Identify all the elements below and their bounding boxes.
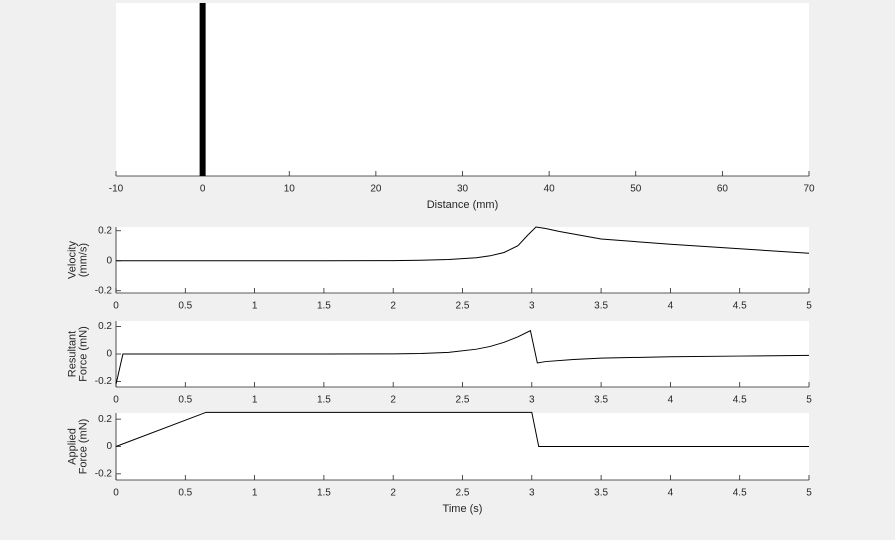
x-tick-label: 5: [806, 301, 812, 312]
x-tick-label: 3.5: [594, 488, 608, 499]
data-line: [115, 329, 810, 385]
y-tick-label: 0.2: [98, 321, 112, 332]
y-axis-label-line: Applied: [66, 428, 78, 465]
x-tick-label: 20: [370, 184, 382, 195]
x-tick-label: 2: [390, 301, 396, 312]
axes-background: [116, 3, 809, 176]
axes-background: [116, 227, 809, 293]
y-tick-label: -0.2: [95, 285, 113, 296]
y-tick-label: 0.2: [98, 414, 112, 425]
x-tick-label: 1: [252, 488, 258, 499]
y-axis-label-line: Velocity: [66, 241, 78, 279]
x-tick-label: 30: [457, 184, 469, 195]
x-tick-label: 4: [668, 301, 674, 312]
x-tick-label: 1.5: [317, 395, 331, 406]
y-tick-label: 0: [106, 349, 112, 360]
x-tick-label: 0.5: [178, 395, 192, 406]
x-tick-label: 1: [252, 395, 258, 406]
data-line: [116, 226, 810, 262]
data-line: [115, 411, 809, 447]
x-tick-label: 70: [803, 184, 815, 195]
x-tick-label: 3: [529, 301, 535, 312]
x-tick-label: 0: [113, 488, 119, 499]
x-tick-label: 5: [806, 488, 812, 499]
x-tick-label: 2: [390, 395, 396, 406]
x-tick-label: 5: [806, 395, 812, 406]
y-axis-label: Velocity(mm/s): [66, 241, 89, 279]
x-tick-label: 10: [284, 184, 296, 195]
x-tick-label: 3: [529, 488, 535, 499]
y-axis-label-line: Force (mN): [77, 419, 89, 475]
x-tick-label: 3: [529, 395, 535, 406]
x-tick-label: 50: [630, 184, 642, 195]
y-axis-label-line: Force (mN): [77, 326, 89, 382]
x-tick-label: 0: [113, 301, 119, 312]
x-tick-label: 4.5: [733, 488, 747, 499]
y-axis-label: ResultantForce (mN): [66, 326, 89, 382]
x-tick-label: 0: [200, 184, 206, 195]
y-tick-label: -0.2: [95, 468, 113, 479]
y-tick-label: 0: [106, 441, 112, 452]
x-tick-label: -10: [109, 184, 124, 195]
x-tick-label: 0: [113, 395, 119, 406]
x-tick-label: 2.5: [456, 395, 470, 406]
x-tick-label: 40: [544, 184, 556, 195]
y-axis-label-line: Resultant: [66, 331, 78, 377]
y-axis-label: AppliedForce (mN): [66, 419, 89, 475]
x-tick-label: 1: [252, 301, 258, 312]
y-axis-label-line: (mm/s): [77, 243, 89, 277]
y-tick-label: 0: [106, 255, 112, 266]
y-tick-label: -0.2: [95, 376, 113, 387]
x-tick-label: 60: [717, 184, 729, 195]
x-axis-label: Time (s): [443, 503, 483, 515]
x-tick-label: 2.5: [456, 488, 470, 499]
x-tick-label: 1.5: [317, 488, 331, 499]
x-tick-label: 4: [668, 395, 674, 406]
x-tick-label: 4: [668, 488, 674, 499]
y-tick-label: 0.2: [98, 225, 112, 236]
x-tick-label: 0.5: [178, 488, 192, 499]
x-tick-label: 3.5: [594, 301, 608, 312]
x-tick-label: 4.5: [733, 395, 747, 406]
x-tick-label: 1.5: [317, 301, 331, 312]
x-tick-label: 0.5: [178, 301, 192, 312]
x-tick-label: 2.5: [456, 301, 470, 312]
x-tick-label: 4.5: [733, 301, 747, 312]
x-tick-label: 2: [390, 488, 396, 499]
x-tick-label: 3.5: [594, 395, 608, 406]
x-axis-label: Distance (mm): [427, 199, 499, 211]
